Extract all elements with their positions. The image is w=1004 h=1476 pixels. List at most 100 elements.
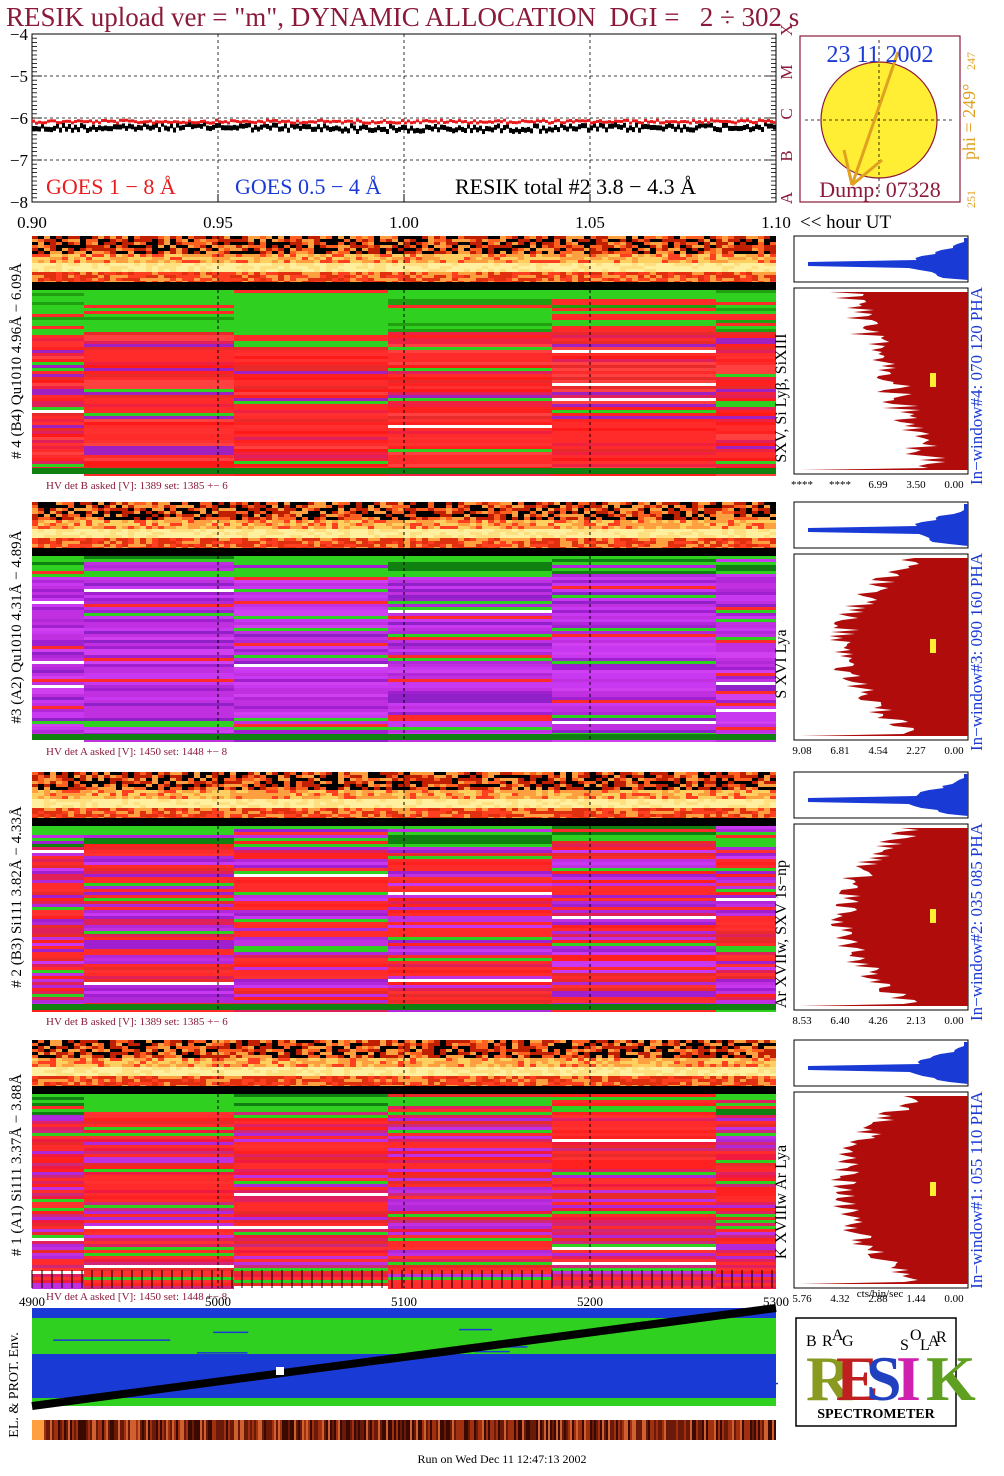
goes-long-point (734, 121, 737, 125)
goes-long-point (590, 121, 593, 125)
red-histogram (800, 558, 968, 736)
goes-long-point (521, 119, 524, 123)
resik-total-point (731, 125, 734, 131)
goes-long-point (374, 121, 377, 125)
resik-total-point (704, 123, 707, 129)
goes-long-point (158, 120, 161, 124)
goes-long-point (278, 120, 281, 124)
goes-long-point (530, 120, 533, 124)
resik-total-point (371, 128, 374, 134)
histogram-tick-label: 4.32 (830, 1293, 849, 1305)
resik-total-point (305, 124, 308, 130)
goes-long-point (194, 121, 197, 125)
goes-long-point (83, 120, 86, 124)
resik-total-point (311, 126, 314, 132)
goes-long-point (143, 120, 146, 124)
goes-long-point (32, 119, 35, 123)
resik-total-point (293, 124, 296, 130)
goes-long-point (377, 121, 380, 125)
resik-total-point (104, 125, 107, 131)
channel-side-label: #3 (A2) Qu1010 4.31Å − 4.89Å (9, 530, 25, 723)
goes-long-point (494, 119, 497, 123)
resik-total-point (128, 123, 131, 129)
resik-total-point (143, 121, 146, 127)
goes-long-point (104, 118, 107, 122)
resik-total-point (86, 127, 89, 133)
goes-long-point (428, 119, 431, 123)
resik-total-point (593, 122, 596, 128)
resik-total-point (440, 124, 443, 130)
goes-long-point (572, 120, 575, 124)
goes-long-point (293, 121, 296, 125)
goes-long-point (242, 119, 245, 123)
resik-total-point (749, 127, 752, 133)
goes-long-point (284, 120, 287, 124)
resik-total-point (158, 127, 161, 133)
resik-total-point (350, 123, 353, 129)
resik-total-point (431, 126, 434, 132)
goes-long-point (680, 120, 683, 124)
channel-side-label: # 1 (A1) Si111 3.37Å − 3.88Å (9, 1074, 25, 1257)
logo-letter: R (806, 1343, 853, 1414)
resik-total-point (236, 125, 239, 131)
goes-long-point (713, 119, 716, 123)
goes-long-point (479, 120, 482, 124)
resik-total-point (500, 128, 503, 134)
goes-long-point (125, 118, 128, 122)
goes-long-point (212, 121, 215, 125)
histogram-tick-label: 1.44 (906, 1293, 926, 1305)
resik-total-point (200, 123, 203, 129)
goes-long-point (131, 119, 134, 123)
goes-long-point (566, 119, 569, 123)
goes-long-point (497, 119, 500, 123)
resik-total-point (434, 123, 437, 129)
resik-total-point (563, 125, 566, 131)
goes-long-point (326, 119, 329, 123)
resik-total-point (245, 123, 248, 129)
red-histogram (800, 1096, 968, 1284)
goes-long-point (491, 120, 494, 124)
goes-long-point (56, 121, 59, 125)
resik-total-point (404, 125, 407, 131)
goes-long-point (275, 119, 278, 123)
resik-total-point (149, 125, 152, 131)
goes-long-point (146, 120, 149, 124)
logo-small-letter: A (928, 1333, 940, 1350)
goes-long-point (665, 120, 668, 124)
goes-y-tick-label: −5 (10, 67, 28, 86)
goes-long-point (53, 119, 56, 123)
goes-long-point (659, 121, 662, 125)
goes-long-point (686, 120, 689, 124)
goes-long-point (239, 120, 242, 124)
goes-long-point (35, 121, 38, 125)
resik-total-point (398, 126, 401, 132)
histogram-tick-label: 8.53 (792, 1015, 812, 1027)
goes-long-point (464, 119, 467, 123)
resik-total-point (188, 121, 191, 127)
resik-total-point (59, 127, 62, 133)
goes-long-point (236, 120, 239, 124)
goes-long-point (710, 118, 713, 122)
resik-total-point (218, 122, 221, 128)
resik-total-point (707, 122, 710, 128)
resik-total-point (719, 127, 722, 133)
goes-long-point (551, 121, 554, 125)
resik-total-point (617, 124, 620, 130)
goes-long-point (485, 120, 488, 124)
goes-long-point (116, 121, 119, 125)
channel-panel-4: HV det B asked [V]: 1389 set: 1385 +− 6 #… (9, 235, 986, 492)
resik-total-point (62, 122, 65, 128)
resik-total-point (83, 124, 86, 130)
resik-total-point (320, 127, 323, 133)
resik-total-point (494, 124, 497, 130)
goes-long-point (512, 121, 515, 125)
run-timestamp: Run on Wed Dec 11 12:47:13 2002 (417, 1452, 587, 1466)
resik-total-point (191, 124, 194, 130)
logo-small-letter: A (832, 1327, 844, 1344)
goes-long-point (215, 118, 218, 122)
resik-total-point (146, 124, 149, 130)
goes-long-point (221, 120, 224, 124)
goes-long-point (152, 121, 155, 125)
solar-phi-label: phi = 249° (959, 84, 979, 160)
goes-long-point (545, 120, 548, 124)
